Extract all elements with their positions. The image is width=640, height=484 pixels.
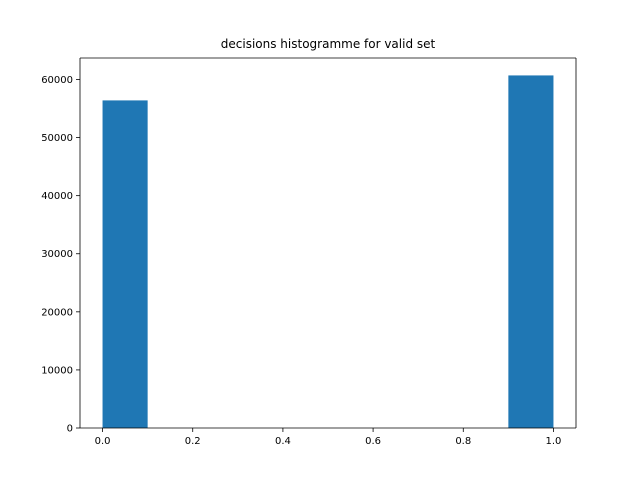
x-tick-label: 0.2 <box>185 436 201 447</box>
histogram-bar <box>508 75 554 429</box>
histogram-bar <box>102 100 148 428</box>
axes-layer <box>79 57 577 429</box>
y-tick-label: 50000 <box>41 133 73 144</box>
x-tick-label: 0.6 <box>365 436 381 447</box>
y-tick-label: 30000 <box>41 249 73 260</box>
y-tick-label: 60000 <box>41 75 73 86</box>
x-tick-label: 0.8 <box>455 436 471 447</box>
chart-title: decisions histogramme for valid set <box>221 37 436 51</box>
x-tick-label: 0.4 <box>275 436 291 447</box>
x-tick-label: 1.0 <box>546 436 562 447</box>
y-tick-label: 0 <box>67 424 73 435</box>
y-tick-label: 10000 <box>41 365 73 376</box>
y-tick-label: 40000 <box>41 191 73 202</box>
x-axis-ticks: 0.0 0.2 0.4 0.6 0.8 1.0 <box>95 428 562 447</box>
y-axis-ticks: 0 10000 20000 30000 40000 50000 60000 <box>41 75 80 435</box>
x-tick-label: 0.0 <box>95 436 111 447</box>
bars-layer <box>102 75 554 429</box>
y-tick-label: 20000 <box>41 307 73 318</box>
